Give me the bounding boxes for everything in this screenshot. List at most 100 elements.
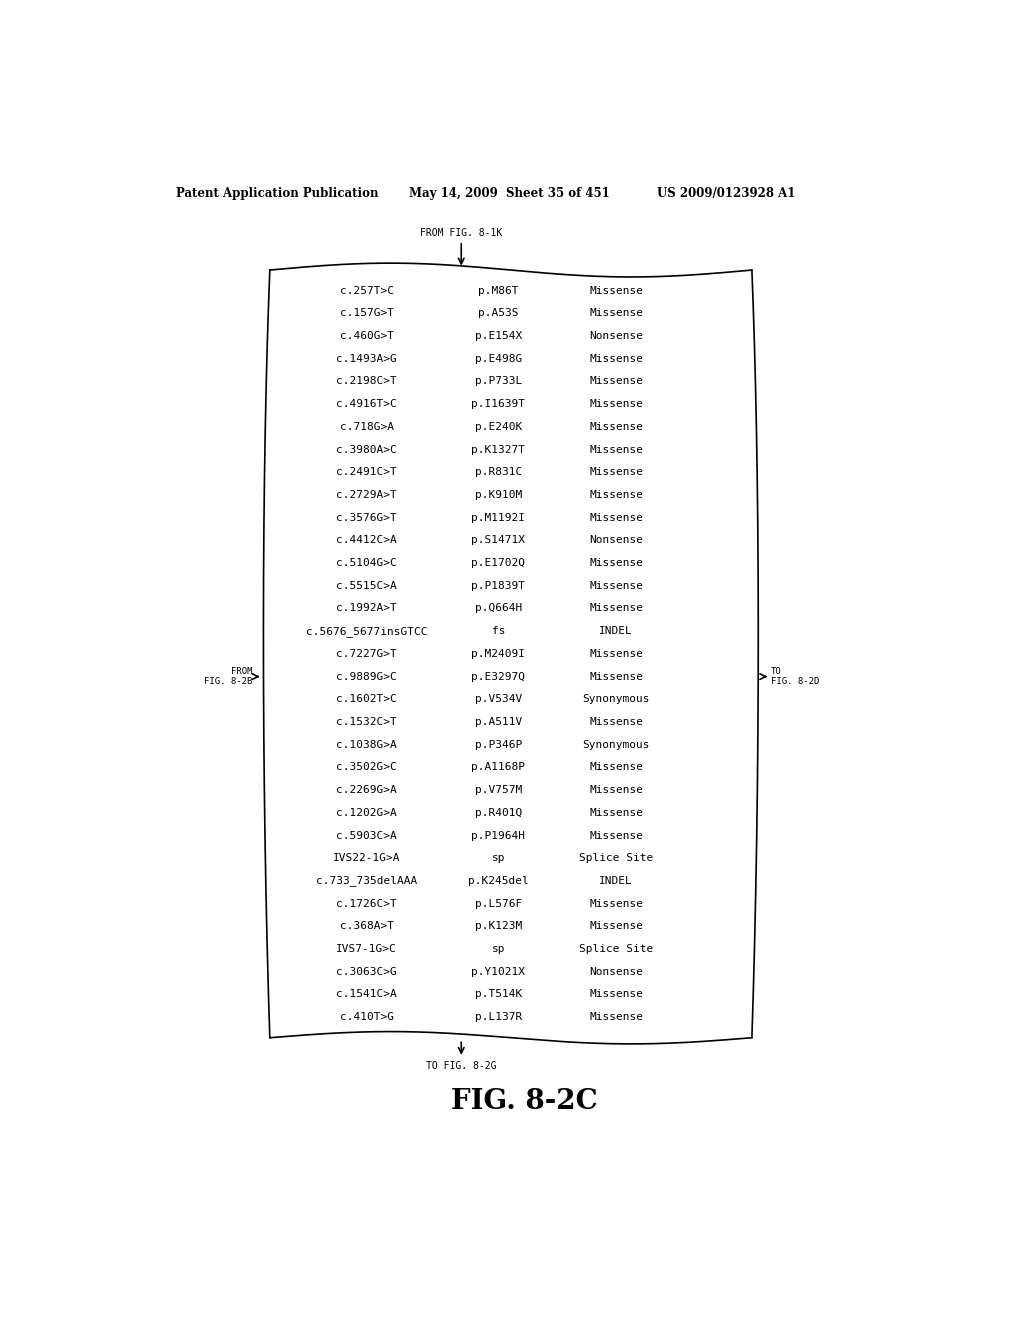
Text: p.E1702Q: p.E1702Q [471, 558, 525, 568]
Text: Missense: Missense [589, 785, 643, 795]
Text: Splice Site: Splice Site [580, 944, 653, 954]
Text: p.E154X: p.E154X [475, 331, 522, 341]
Text: Missense: Missense [589, 830, 643, 841]
Text: p.M2409I: p.M2409I [471, 649, 525, 659]
Text: Missense: Missense [589, 490, 643, 500]
Text: c.157G>T: c.157G>T [340, 309, 393, 318]
Text: c.4412C>A: c.4412C>A [336, 536, 397, 545]
Text: p.K245del: p.K245del [468, 876, 528, 886]
Text: c.3980A>C: c.3980A>C [336, 445, 397, 454]
Text: c.1202G>A: c.1202G>A [336, 808, 397, 818]
Text: May 14, 2009  Sheet 35 of 451: May 14, 2009 Sheet 35 of 451 [409, 187, 609, 199]
Text: p.K910M: p.K910M [475, 490, 522, 500]
Text: p.V534V: p.V534V [475, 694, 522, 705]
Text: Missense: Missense [589, 808, 643, 818]
Text: Missense: Missense [589, 354, 643, 364]
Text: c.3063C>G: c.3063C>G [336, 966, 397, 977]
Text: p.E240K: p.E240K [475, 422, 522, 432]
Text: Missense: Missense [589, 603, 643, 614]
Text: fs: fs [492, 626, 505, 636]
Text: Missense: Missense [589, 649, 643, 659]
Text: p.L576F: p.L576F [475, 899, 522, 908]
Text: c.7227G>T: c.7227G>T [336, 649, 397, 659]
Text: Missense: Missense [589, 1012, 643, 1022]
Text: Missense: Missense [589, 376, 643, 387]
Text: p.R401Q: p.R401Q [475, 808, 522, 818]
Text: p.M86T: p.M86T [478, 285, 519, 296]
Text: IVS7-1G>C: IVS7-1G>C [336, 944, 397, 954]
Text: p.L137R: p.L137R [475, 1012, 522, 1022]
Text: p.V757M: p.V757M [475, 785, 522, 795]
Text: FIG. 8-2B: FIG. 8-2B [204, 677, 252, 686]
Text: Missense: Missense [589, 467, 643, 478]
Text: INDEL: INDEL [599, 626, 633, 636]
Text: p.A53S: p.A53S [478, 309, 519, 318]
Text: p.P1839T: p.P1839T [471, 581, 525, 591]
Text: Nonsense: Nonsense [589, 331, 643, 341]
Text: p.K1327T: p.K1327T [471, 445, 525, 454]
Text: Missense: Missense [589, 763, 643, 772]
Text: Missense: Missense [589, 399, 643, 409]
Text: TO: TO [771, 667, 782, 676]
Text: Nonsense: Nonsense [589, 536, 643, 545]
Text: c.2269G>A: c.2269G>A [336, 785, 397, 795]
Text: c.1726C>T: c.1726C>T [336, 899, 397, 908]
Text: FIG. 8-2D: FIG. 8-2D [771, 677, 819, 686]
Text: Missense: Missense [589, 309, 643, 318]
Text: c.1992A>T: c.1992A>T [336, 603, 397, 614]
Text: Nonsense: Nonsense [589, 966, 643, 977]
Text: c.1602T>C: c.1602T>C [336, 694, 397, 705]
Text: p.T514K: p.T514K [475, 990, 522, 999]
Text: Splice Site: Splice Site [580, 853, 653, 863]
Text: c.5515C>A: c.5515C>A [336, 581, 397, 591]
Text: c.410T>G: c.410T>G [340, 1012, 393, 1022]
Text: c.5104G>C: c.5104G>C [336, 558, 397, 568]
Text: c.733_735delAAA: c.733_735delAAA [316, 875, 418, 887]
Text: c.368A>T: c.368A>T [340, 921, 393, 932]
Text: Patent Application Publication: Patent Application Publication [176, 187, 379, 199]
Text: sp: sp [492, 944, 505, 954]
Text: Missense: Missense [589, 672, 643, 681]
Text: c.1038G>A: c.1038G>A [336, 739, 397, 750]
Text: p.P346P: p.P346P [475, 739, 522, 750]
Text: p.K123M: p.K123M [475, 921, 522, 932]
Text: Synonymous: Synonymous [583, 694, 650, 705]
Text: c.2729A>T: c.2729A>T [336, 490, 397, 500]
Text: FROM: FROM [230, 667, 252, 676]
Text: Synonymous: Synonymous [583, 739, 650, 750]
Text: c.718G>A: c.718G>A [340, 422, 393, 432]
Text: Missense: Missense [589, 445, 643, 454]
Text: p.E498G: p.E498G [475, 354, 522, 364]
Text: c.3502G>C: c.3502G>C [336, 763, 397, 772]
Text: p.Q664H: p.Q664H [475, 603, 522, 614]
Text: US 2009/0123928 A1: US 2009/0123928 A1 [656, 187, 795, 199]
Text: Missense: Missense [589, 717, 643, 727]
Text: c.5903C>A: c.5903C>A [336, 830, 397, 841]
Text: FROM FIG. 8-1K: FROM FIG. 8-1K [420, 228, 503, 238]
Text: p.A511V: p.A511V [475, 717, 522, 727]
Text: IVS22-1G>A: IVS22-1G>A [333, 853, 400, 863]
Text: sp: sp [492, 853, 505, 863]
Text: c.1532C>T: c.1532C>T [336, 717, 397, 727]
Text: Missense: Missense [589, 558, 643, 568]
Text: Missense: Missense [589, 899, 643, 908]
Text: c.5676_5677insGTCC: c.5676_5677insGTCC [306, 626, 427, 636]
Text: Missense: Missense [589, 512, 643, 523]
Text: p.P1964H: p.P1964H [471, 830, 525, 841]
Text: p.E3297Q: p.E3297Q [471, 672, 525, 681]
Text: c.257T>C: c.257T>C [340, 285, 393, 296]
Text: c.2198C>T: c.2198C>T [336, 376, 397, 387]
Text: Missense: Missense [589, 581, 643, 591]
Text: p.P733L: p.P733L [475, 376, 522, 387]
Text: p.A1168P: p.A1168P [471, 763, 525, 772]
Text: c.9889G>C: c.9889G>C [336, 672, 397, 681]
Text: c.1493A>G: c.1493A>G [336, 354, 397, 364]
Text: TO FIG. 8-2G: TO FIG. 8-2G [426, 1061, 497, 1071]
Text: c.3576G>T: c.3576G>T [336, 512, 397, 523]
Text: p.S1471X: p.S1471X [471, 536, 525, 545]
Text: Missense: Missense [589, 285, 643, 296]
Text: Missense: Missense [589, 422, 643, 432]
Text: c.1541C>A: c.1541C>A [336, 990, 397, 999]
Text: p.I1639T: p.I1639T [471, 399, 525, 409]
Text: c.460G>T: c.460G>T [340, 331, 393, 341]
